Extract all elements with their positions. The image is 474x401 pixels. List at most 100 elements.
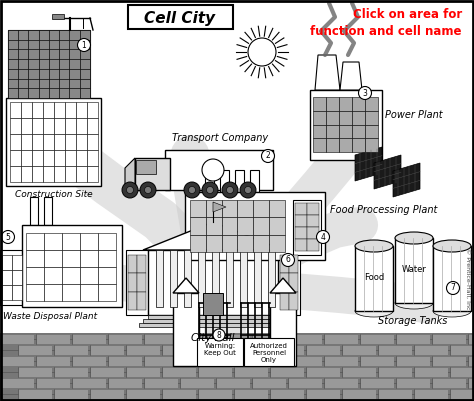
Bar xyxy=(65,102,76,118)
Bar xyxy=(307,215,319,227)
Bar xyxy=(163,368,196,377)
Text: Waste Disposal Plant: Waste Disposal Plant xyxy=(3,312,97,321)
Bar xyxy=(80,250,98,267)
Text: Storage Tanks: Storage Tanks xyxy=(378,316,447,326)
Bar xyxy=(352,124,365,138)
Polygon shape xyxy=(270,278,296,293)
Bar xyxy=(80,284,98,301)
Bar xyxy=(98,284,116,301)
Bar xyxy=(21,150,32,166)
Bar xyxy=(49,30,59,40)
Bar xyxy=(415,368,448,377)
Bar xyxy=(0,333,474,401)
Bar xyxy=(278,250,300,315)
Bar xyxy=(280,255,289,273)
Bar xyxy=(62,233,80,250)
Text: © Prentice-Hall, Inc.: © Prentice-Hall, Inc. xyxy=(465,248,471,312)
Bar xyxy=(18,49,28,59)
Bar xyxy=(307,239,319,251)
Bar xyxy=(145,357,178,366)
Bar xyxy=(80,233,98,250)
Text: 2: 2 xyxy=(265,152,270,160)
Bar xyxy=(270,293,296,366)
Text: 8: 8 xyxy=(217,330,221,340)
Bar xyxy=(352,111,365,124)
Bar xyxy=(173,293,199,366)
Bar xyxy=(313,97,326,111)
Bar xyxy=(39,40,49,49)
Bar xyxy=(8,79,18,88)
Bar xyxy=(126,250,148,315)
Bar xyxy=(469,335,474,344)
Bar xyxy=(76,150,87,166)
Bar xyxy=(26,250,44,267)
Circle shape xyxy=(122,182,138,198)
Circle shape xyxy=(245,186,252,194)
Bar xyxy=(109,379,142,388)
Bar xyxy=(415,346,448,355)
Ellipse shape xyxy=(395,297,433,309)
Bar xyxy=(39,49,49,59)
Bar xyxy=(451,368,474,377)
Bar xyxy=(2,270,12,285)
Bar xyxy=(65,134,76,150)
Circle shape xyxy=(227,186,234,194)
Bar xyxy=(148,315,278,319)
Bar xyxy=(43,166,54,182)
Bar xyxy=(44,233,62,250)
Bar xyxy=(87,118,98,134)
Bar xyxy=(43,118,54,134)
Bar xyxy=(28,69,39,79)
Bar xyxy=(135,158,170,190)
Bar xyxy=(280,273,289,292)
Bar xyxy=(73,357,106,366)
Bar xyxy=(32,118,43,134)
Circle shape xyxy=(282,253,294,267)
Ellipse shape xyxy=(355,305,393,317)
Bar xyxy=(127,346,160,355)
Bar xyxy=(295,215,307,227)
Text: 5: 5 xyxy=(6,233,10,241)
Bar xyxy=(28,59,39,69)
Bar xyxy=(37,379,70,388)
Bar xyxy=(197,338,243,366)
Bar xyxy=(80,69,90,79)
Bar xyxy=(43,150,54,166)
Bar xyxy=(289,335,322,344)
Bar xyxy=(190,200,206,217)
Circle shape xyxy=(1,231,15,243)
Bar xyxy=(269,217,285,235)
Bar xyxy=(49,69,59,79)
Bar xyxy=(379,368,412,377)
Bar xyxy=(379,346,412,355)
Bar xyxy=(212,250,219,307)
Bar xyxy=(451,390,474,399)
Bar xyxy=(39,59,49,69)
Circle shape xyxy=(222,182,238,198)
Bar xyxy=(397,379,430,388)
Bar xyxy=(18,40,28,49)
Bar xyxy=(293,200,321,255)
Bar xyxy=(59,79,70,88)
Bar xyxy=(433,335,466,344)
Bar xyxy=(98,267,116,284)
Circle shape xyxy=(240,182,256,198)
Bar xyxy=(28,49,39,59)
Bar xyxy=(26,267,44,284)
Bar xyxy=(87,150,98,166)
Bar xyxy=(21,134,32,150)
Circle shape xyxy=(207,186,213,194)
Bar xyxy=(190,217,206,235)
Bar xyxy=(163,390,196,399)
Bar xyxy=(307,368,340,377)
Bar xyxy=(199,346,232,355)
Bar xyxy=(80,40,90,49)
Bar xyxy=(54,134,65,150)
Bar xyxy=(313,124,326,138)
Bar xyxy=(91,368,124,377)
Bar xyxy=(39,88,49,98)
Bar xyxy=(325,379,358,388)
Polygon shape xyxy=(213,202,226,212)
Bar xyxy=(365,124,378,138)
Bar xyxy=(280,292,289,310)
